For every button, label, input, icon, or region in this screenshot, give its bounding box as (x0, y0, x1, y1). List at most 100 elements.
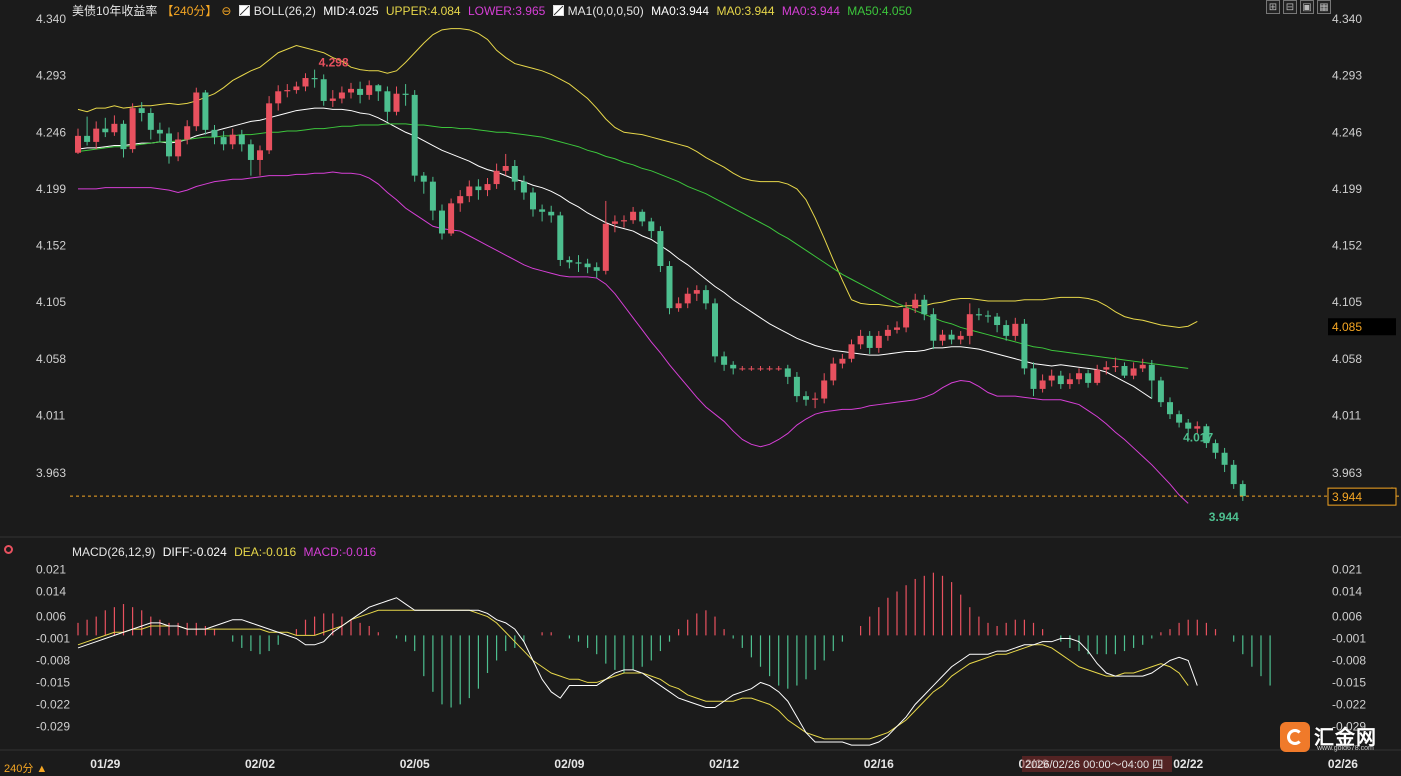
macd-y-tick-right: -0.008 (1332, 653, 1366, 667)
candle (1230, 464, 1237, 485)
y-tick-right: 4.152 (1332, 239, 1362, 253)
candle (184, 126, 191, 140)
high-label: 4.298 (319, 56, 349, 70)
macd-y-tick-left: 0.021 (36, 563, 66, 577)
candle (247, 144, 254, 160)
candle (348, 88, 354, 93)
expand-icon[interactable]: ⊞ (1266, 0, 1280, 14)
candle (830, 363, 837, 381)
candle (320, 79, 327, 101)
candle (1003, 325, 1010, 336)
candle (329, 98, 336, 101)
last-low-label: 3.944 (1209, 510, 1239, 524)
candle (1048, 375, 1055, 381)
candle (921, 299, 928, 315)
y-tick-left: 4.293 (36, 69, 66, 83)
candle (930, 314, 937, 341)
ma-checkbox-icon[interactable] (552, 5, 564, 16)
macd-toggle-icon[interactable] (4, 545, 13, 554)
y-tick-right: 4.246 (1332, 125, 1362, 139)
boll-checkbox-icon[interactable] (238, 5, 250, 16)
x-tick: 02/26 (1328, 757, 1358, 771)
candle (985, 315, 991, 317)
candle (93, 128, 100, 142)
x-tick: 02/02 (245, 757, 275, 771)
y-tick-left: 4.246 (36, 125, 66, 139)
candle (866, 335, 873, 348)
instrument-title: 美债10年收益率 (72, 4, 158, 18)
macd-y-tick-right: -0.029 (1332, 719, 1366, 733)
candle (493, 170, 500, 185)
candle (857, 335, 864, 345)
x-tick: 02/12 (709, 757, 739, 771)
candle (411, 94, 418, 176)
candle (1221, 452, 1228, 465)
candle (511, 165, 518, 182)
candle (502, 165, 509, 171)
candle (593, 267, 600, 271)
candle (357, 88, 364, 95)
candle (575, 262, 582, 264)
x-tick: 02/09 (554, 757, 584, 771)
macd-y-tick-left: 0.006 (36, 610, 66, 624)
candle (420, 175, 427, 182)
split-icon[interactable]: ⊟ (1283, 0, 1297, 14)
timeframe-selector[interactable]: 240分 ▲ (4, 763, 48, 775)
candle (821, 380, 828, 399)
candle (848, 344, 855, 359)
candle (757, 368, 764, 370)
candle (693, 290, 700, 294)
macd-y-tick-right: -0.022 (1332, 697, 1366, 711)
candle (1094, 369, 1101, 383)
layout-icon[interactable]: ▣ (1300, 0, 1314, 14)
candle (211, 129, 218, 138)
y-tick-left: 4.105 (36, 295, 66, 309)
macd-y-tick-left: -0.001 (36, 632, 70, 646)
candle (884, 329, 891, 336)
boll-lower-line (78, 171, 1189, 504)
candle (202, 92, 209, 130)
x-tick: 01/29 (90, 757, 120, 771)
candle (1103, 367, 1110, 370)
candle (284, 90, 291, 92)
candle (1239, 484, 1246, 497)
candle (1167, 402, 1173, 415)
y-tick-left: 4.058 (36, 352, 66, 366)
candle (584, 263, 591, 268)
crosshair-date-box (1022, 756, 1172, 772)
dea-line (77, 609, 1189, 740)
candle (548, 211, 555, 216)
candle (266, 103, 273, 151)
y-tick-left: 4.011 (36, 408, 65, 422)
candle (702, 290, 709, 304)
x-tick: 02/22 (1173, 757, 1203, 771)
candle (111, 123, 118, 133)
logo-icon (1280, 722, 1310, 752)
ma0-a: MA0:3.944 (651, 4, 710, 18)
candle (1066, 379, 1073, 385)
macd-y-tick-right: -0.001 (1332, 632, 1366, 646)
ma0-b: MA0:3.944 (716, 4, 775, 18)
candle (1121, 366, 1128, 376)
candle (1112, 366, 1119, 368)
candle (1021, 323, 1028, 369)
candle (1012, 323, 1019, 336)
close-icon[interactable]: ▦ (1317, 0, 1331, 14)
macd-y-tick-left: 0.014 (36, 584, 66, 598)
candle (484, 184, 491, 191)
candle (138, 108, 145, 113)
ma-label: MA1(0,0,0,50) (567, 4, 644, 18)
period-label[interactable]: 【240分】 (161, 4, 218, 18)
candle (557, 215, 564, 260)
y-tick-right: 4.058 (1332, 352, 1362, 366)
settings-icon[interactable]: ⊖ (221, 4, 232, 18)
candle (175, 139, 182, 157)
candle (675, 303, 682, 309)
boll-lower: LOWER:3.965 (467, 4, 546, 18)
boll-upper-line (77, 28, 1198, 328)
candle (975, 314, 982, 316)
candle (193, 92, 200, 127)
candle (166, 133, 172, 157)
candle (393, 93, 400, 112)
